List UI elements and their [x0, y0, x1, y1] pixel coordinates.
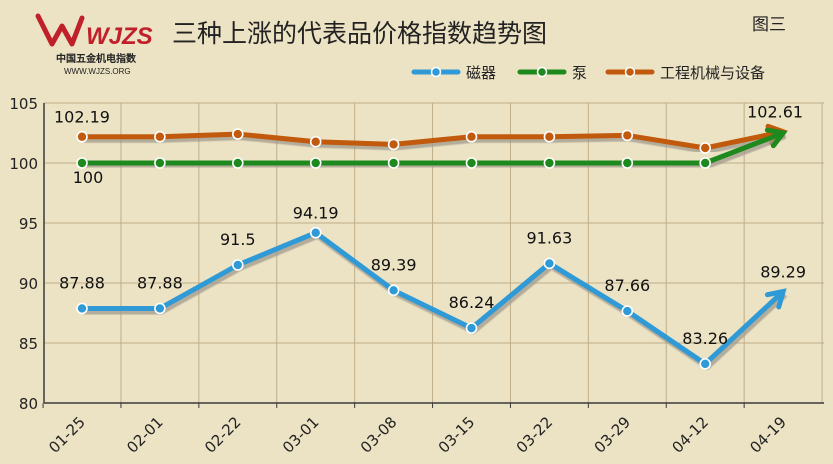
data-point	[387, 157, 400, 169]
gridlines	[44, 102, 824, 404]
x-tick-label: 02-01	[123, 413, 167, 457]
y-tick-label: 90	[19, 275, 38, 293]
y-tick-label: 80	[19, 395, 38, 413]
data-point	[543, 257, 556, 270]
series-shadow	[84, 131, 786, 154]
y-tick-label: 95	[19, 215, 38, 233]
data-label: 86.24	[449, 293, 495, 312]
data-label: 87.66	[604, 276, 650, 295]
data-point	[154, 130, 166, 143]
x-axis: 01-25 02-01 02-22 03-01 03-08 03-15 03-22 03-29…	[42, 402, 824, 457]
x-tick-label: 04-12	[668, 413, 712, 457]
x-tick-label: 03-29	[591, 413, 635, 457]
x-tick-label: 03-01	[279, 413, 323, 457]
data-point	[465, 130, 478, 143]
data-point	[543, 130, 556, 143]
series-arrow-shaft	[702, 132, 781, 166]
x-tick-label: 04-19	[746, 413, 790, 457]
series-layer	[76, 123, 788, 370]
legend-label-pump: 泵	[572, 64, 587, 82]
logo-cn: 中国五金机电指数	[56, 52, 137, 65]
data-point	[76, 157, 88, 169]
data-point	[232, 128, 244, 140]
x-tick-label: 03-15	[435, 413, 479, 457]
logo-mark: WJZS	[86, 23, 153, 50]
series-arrow-shaft	[702, 130, 780, 151]
series-arrow-head	[764, 288, 787, 310]
data-label: 87.88	[137, 273, 183, 292]
data-point	[154, 157, 166, 169]
legend-label-machine: 工程机械与设备	[660, 64, 765, 82]
series-0	[76, 226, 788, 370]
y-tick-label: 105	[9, 95, 38, 113]
data-point	[621, 157, 634, 169]
series-arrow-shaft	[702, 293, 782, 367]
data-point	[309, 135, 322, 148]
x-tick-label: 02-22	[201, 413, 245, 457]
data-label: 87.88	[59, 273, 105, 292]
data-point	[76, 130, 88, 143]
data-label: 91.63	[526, 228, 572, 247]
data-point	[465, 322, 478, 334]
data-label: 83.26	[682, 329, 728, 348]
data-point	[543, 157, 556, 169]
legend-label-ci: 磁器	[466, 64, 496, 82]
series-shadow	[84, 133, 787, 169]
data-point	[465, 157, 478, 169]
x-tick-label: 03-08	[357, 413, 401, 457]
legend-item-ci: 磁器	[411, 64, 496, 82]
figure-label: 图三	[752, 15, 786, 35]
data-label: 94.19	[293, 204, 339, 223]
data-point	[621, 129, 634, 142]
y-tick-label: 85	[19, 335, 38, 353]
y-tick-label: 100	[9, 155, 38, 173]
chart-title: 三种上涨的代表品价格指数趋势图	[172, 19, 547, 48]
legend-item-pump: 泵	[517, 64, 587, 82]
data-point	[232, 157, 244, 169]
series-arrow-head	[764, 127, 788, 149]
logo-url: WWW.WJZS.ORG	[64, 67, 131, 76]
y-axis: 80 85 90 95 100 105	[9, 95, 45, 413]
data-point	[621, 305, 634, 317]
data-label: 102.61	[747, 103, 803, 122]
series-1	[76, 127, 788, 169]
data-label: 102.19	[54, 108, 110, 127]
data-label: 89.29	[760, 263, 806, 282]
legend-item-machine: 工程机械与设备	[605, 64, 765, 82]
legend: 磁器 泵 工程机械与设备	[411, 64, 765, 82]
data-point	[387, 284, 400, 297]
data-label: 89.39	[371, 255, 417, 274]
data-point	[699, 157, 712, 169]
data-point	[309, 226, 322, 239]
data-label: 100	[73, 168, 104, 187]
data-point	[232, 259, 244, 271]
data-point	[699, 358, 712, 370]
x-tick-label: 03-22	[513, 413, 557, 457]
data-labels: 87.88 87.88 91.5 94.19 89.39 86.24 91.63 87.66 8…	[54, 103, 806, 348]
logo-mark-icon	[35, 13, 85, 47]
data-point	[309, 157, 322, 169]
data-point	[387, 138, 400, 151]
x-tick-label: 01-25	[45, 413, 89, 457]
data-point	[154, 302, 166, 315]
data-point	[699, 142, 712, 154]
data-label: 91.5	[220, 230, 256, 249]
data-point	[76, 302, 88, 315]
series-line	[79, 230, 708, 367]
logo: WJZS 中国五金机电指数 WWW.WJZS.ORG	[35, 13, 153, 76]
series-2	[76, 123, 788, 154]
